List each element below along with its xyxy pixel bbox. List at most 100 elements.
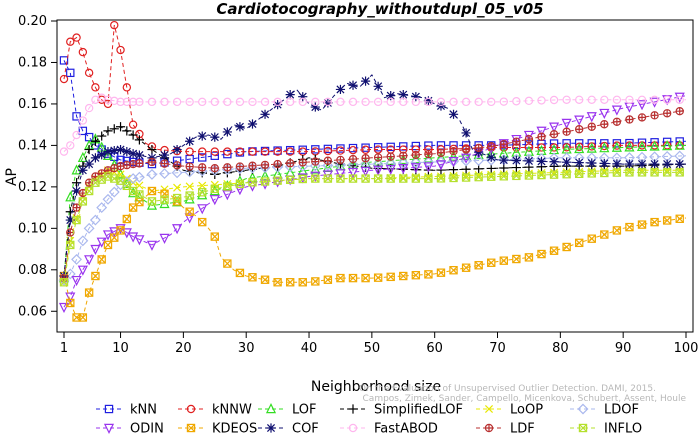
data-point-cof <box>285 90 295 100</box>
data-point-odin <box>423 162 434 173</box>
data-point-odin <box>586 112 597 123</box>
data-point-ldof <box>159 168 170 180</box>
data-point-cof <box>109 145 119 156</box>
data-point-kdeos <box>549 246 559 255</box>
data-point-odin <box>234 185 245 196</box>
data-point-knn <box>386 142 395 152</box>
data-point-kdeos <box>122 214 132 224</box>
data-point-ldf <box>66 228 75 237</box>
data-point-fastabod <box>562 95 571 104</box>
data-point-knn <box>600 139 609 148</box>
data-point-simplifiedlof <box>71 178 82 188</box>
data-point-cof <box>185 136 195 146</box>
data-point-kdeos <box>298 278 307 287</box>
data-point-odin <box>435 160 447 171</box>
y-tick-label: 0.08 <box>18 263 47 278</box>
data-point-knnw <box>59 74 69 84</box>
data-point-odin <box>84 255 95 266</box>
data-point-fastabod <box>185 97 194 107</box>
data-point-loop <box>600 166 609 175</box>
data-point-cof <box>360 76 371 86</box>
data-point-kdeos <box>336 273 345 283</box>
data-point-inflo <box>84 186 94 196</box>
data-point-fastabod <box>574 95 584 104</box>
data-point-ldf <box>210 164 219 173</box>
data-point-kdeos <box>675 214 684 223</box>
data-point-inflo <box>411 174 421 183</box>
data-point-knn <box>675 137 684 146</box>
data-point-ldof <box>127 173 139 185</box>
data-point-fastabod <box>348 97 358 107</box>
data-point-fastabod <box>512 97 521 106</box>
data-point-fastabod <box>103 95 113 104</box>
data-point-inflo <box>185 191 194 200</box>
data-point-ldf <box>675 106 684 116</box>
data-point-fastabod <box>650 95 659 104</box>
data-point-fastabod <box>424 97 433 107</box>
data-point-cof <box>78 165 88 175</box>
data-point-fastabod <box>499 97 508 106</box>
data-point-knnw <box>116 45 125 55</box>
data-point-ldf <box>487 142 496 151</box>
data-point-kdeos <box>273 278 282 287</box>
data-point-lof <box>586 142 597 153</box>
data-point-cof <box>411 92 421 102</box>
data-point-inflo <box>574 169 584 179</box>
data-point-knnw <box>361 145 370 154</box>
data-point-odin <box>599 108 610 119</box>
legend-label-knnw: kNNW <box>212 403 252 418</box>
data-point-fastabod <box>612 95 622 104</box>
data-point-knn <box>612 139 622 148</box>
data-point-lof <box>297 165 308 176</box>
data-point-knnw <box>373 145 383 154</box>
data-point-knnw <box>128 120 138 129</box>
data-point-odin <box>71 275 82 287</box>
data-point-fastabod <box>122 97 132 107</box>
legend-marker-odin <box>103 423 115 434</box>
data-point-odin <box>109 227 120 238</box>
data-point-fastabod <box>386 97 395 107</box>
data-point-inflo <box>637 168 647 177</box>
legend-label-knn: kNN <box>130 403 157 418</box>
data-point-inflo <box>386 174 395 183</box>
chart-title: Cardiotocography_withoutdupl_05_v05 <box>216 0 543 18</box>
data-point-cof <box>624 159 635 169</box>
data-point-simplifiedlof <box>115 122 126 132</box>
data-point-inflo <box>223 182 232 191</box>
data-point-simplifiedlof <box>128 130 138 140</box>
data-point-odin <box>398 164 409 175</box>
data-point-inflo <box>499 172 508 181</box>
data-point-kdeos <box>185 207 194 216</box>
data-point-fastabod <box>72 130 81 140</box>
data-point-kdeos <box>449 266 458 275</box>
data-point-simplifiedlof <box>109 124 119 134</box>
data-point-odin <box>373 165 384 176</box>
legend-marker-ldf <box>484 423 494 433</box>
legend-label-ldof: LDOF <box>604 403 639 418</box>
data-point-ldf <box>424 149 433 159</box>
data-point-fastabod <box>172 97 182 107</box>
data-point-ldof <box>96 202 108 214</box>
data-point-kdeos <box>587 234 596 243</box>
data-point-cof <box>159 150 170 160</box>
data-point-kdeos <box>66 298 75 308</box>
data-point-odin <box>159 233 170 244</box>
x-tick-label: 20 <box>175 341 192 356</box>
data-point-odin <box>128 232 139 243</box>
data-point-fastabod <box>323 97 333 107</box>
data-point-fastabod <box>537 96 546 105</box>
data-point-odin <box>96 237 107 248</box>
data-point-lof <box>523 145 535 156</box>
legend-item-simplifiedlof: SimplifiedLOF <box>340 403 463 418</box>
data-point-kdeos <box>285 278 295 287</box>
data-point-lof <box>611 141 622 152</box>
data-point-lof <box>65 191 76 202</box>
data-point-knn <box>72 112 81 121</box>
data-point-ldf <box>116 161 125 171</box>
data-point-knnw <box>348 145 358 155</box>
data-point-kdeos <box>650 217 659 227</box>
data-point-inflo <box>474 172 483 182</box>
data-point-inflo <box>78 197 88 206</box>
data-point-simplifiedlof <box>90 136 101 146</box>
